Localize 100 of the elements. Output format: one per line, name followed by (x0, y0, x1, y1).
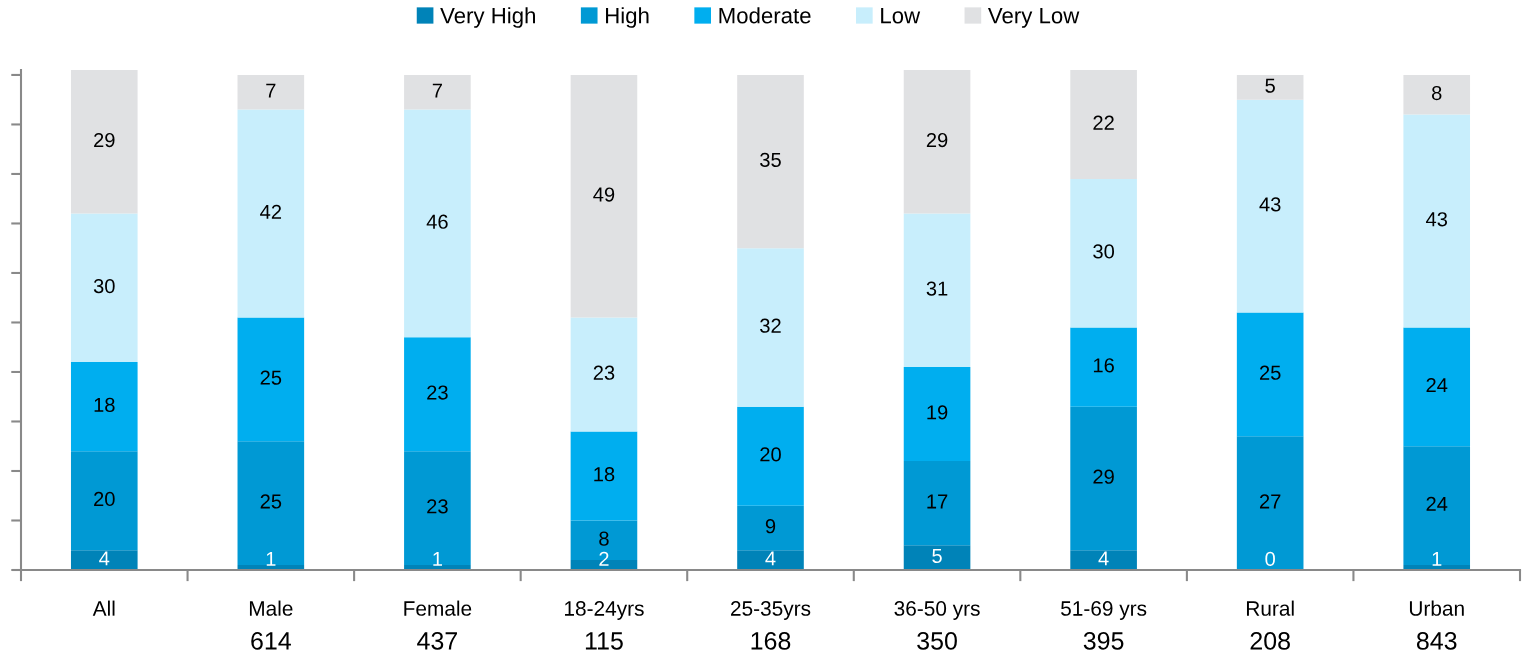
bar (1236, 99, 1304, 313)
bar (737, 550, 804, 570)
text: 437 (417, 632, 457, 650)
text: 614 (251, 632, 291, 650)
data-label: 4 (1098, 551, 1109, 566)
bar (70, 70, 138, 214)
bar (404, 74, 471, 110)
data-label: 1 (433, 551, 443, 566)
bar (903, 367, 971, 462)
bar (1236, 436, 1304, 570)
data-label: 8 (1432, 85, 1442, 101)
data-label: 29 (1093, 469, 1114, 484)
data-label: 42 (260, 204, 282, 219)
data-label: 30 (1093, 244, 1115, 259)
data-label: 7 (266, 83, 276, 98)
bar (404, 109, 471, 338)
text: 843 (1416, 632, 1457, 650)
data-label: 23 (427, 499, 448, 514)
data-label: 0 (1265, 551, 1275, 567)
bar (1403, 74, 1471, 115)
data-label: 27 (1259, 494, 1281, 509)
data-label: 32 (760, 318, 781, 333)
data-label: 2 (599, 551, 609, 566)
bar (1070, 178, 1137, 328)
bar (903, 545, 971, 570)
x-tick-label: 18-24yrs (565, 601, 644, 620)
bar (237, 109, 305, 318)
bar (1070, 70, 1137, 179)
bar (1403, 114, 1471, 328)
bar (1070, 406, 1137, 551)
data-label: 49 (593, 187, 615, 202)
bar (237, 441, 305, 566)
data-label: 43 (1425, 212, 1448, 227)
bar (70, 213, 138, 363)
data-label: 29 (926, 132, 948, 148)
bar (1070, 327, 1137, 407)
text: 350 (917, 632, 957, 650)
data-label: 18 (594, 467, 615, 482)
bar (903, 70, 971, 214)
data-label: 29 (94, 132, 115, 148)
text: 395 (1083, 632, 1124, 650)
x-tick-label: Female (404, 600, 472, 616)
legend-label: Moderate (719, 7, 811, 24)
x-tick-label: 51-69 yrs (1061, 601, 1147, 620)
data-label: 30 (93, 278, 115, 294)
data-label: 17 (927, 494, 948, 509)
data-label: 8 (599, 531, 609, 546)
bar (737, 248, 804, 407)
x-tick-label: Urban (1409, 600, 1464, 616)
data-label: 20 (94, 491, 115, 507)
data-label: 18 (94, 397, 115, 413)
x-tick-label: All (92, 600, 115, 616)
bar (70, 451, 138, 551)
bar (1070, 550, 1137, 570)
data-label: 16 (1093, 358, 1114, 373)
data-label: 24 (1426, 377, 1448, 393)
bar (737, 74, 804, 249)
text: 208 (1250, 632, 1290, 650)
x-tick-label: Rural (1246, 600, 1294, 616)
legend-label: Very Low (987, 7, 1080, 28)
bar (70, 550, 138, 570)
data-label: 35 (760, 152, 781, 167)
bar (1403, 446, 1471, 566)
data-label: 23 (427, 385, 448, 400)
bar (737, 406, 804, 506)
x-tick-label: 25-35yrs (731, 601, 811, 620)
data-label: 1 (266, 551, 276, 566)
data-label: 20 (760, 447, 781, 462)
bar (570, 317, 638, 432)
bar (70, 362, 138, 452)
data-label: 24 (1426, 496, 1448, 511)
bar (1403, 327, 1471, 447)
bar (570, 431, 638, 521)
bar (404, 451, 471, 566)
legend-label: High (606, 7, 649, 28)
bar (237, 74, 305, 110)
bar (570, 74, 638, 318)
bar (1236, 312, 1304, 437)
data-label: 4 (765, 551, 776, 566)
text: 115 (585, 632, 623, 650)
data-label: 25 (260, 370, 282, 385)
data-label: 5 (932, 548, 942, 564)
legend-label: Very High (440, 7, 535, 28)
x-tick-label: Male (249, 600, 293, 616)
bar (404, 337, 471, 452)
data-label: 43 (1259, 197, 1281, 212)
data-label: 31 (926, 281, 948, 296)
data-label: 7 (432, 83, 442, 98)
bar (737, 505, 804, 551)
data-label: 25 (260, 494, 282, 509)
legend-label: Low (881, 7, 921, 24)
data-label: 46 (426, 214, 448, 229)
data-label: 5 (1265, 78, 1275, 93)
data-label: 4 (99, 551, 110, 566)
bar (1236, 74, 1304, 100)
data-label: 22 (1093, 115, 1114, 130)
bar (237, 317, 305, 442)
bar (903, 213, 971, 368)
x-tick-label: 36-50 yrs (894, 601, 980, 620)
text: 168 (751, 632, 791, 650)
